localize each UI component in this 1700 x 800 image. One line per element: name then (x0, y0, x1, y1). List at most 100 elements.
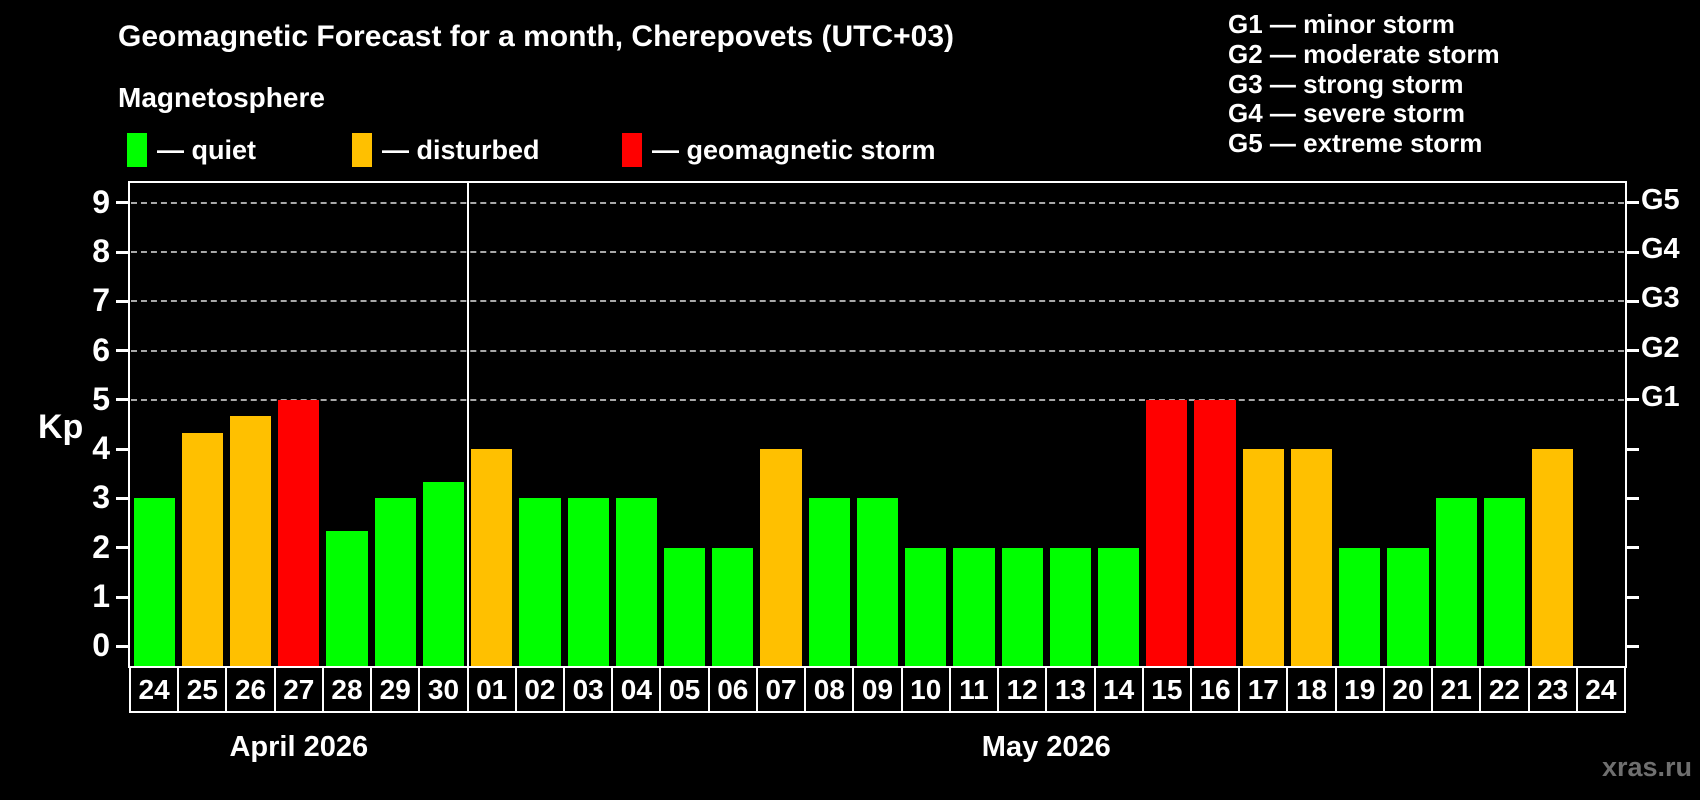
kp-bar (326, 531, 368, 666)
kp-bar (422, 482, 465, 666)
month-separator-line (466, 183, 469, 666)
day-label-box: 13 (1045, 666, 1096, 713)
day-label: 19 (1344, 674, 1376, 705)
y-axis-tick-left (116, 496, 130, 500)
quiet-color-swatch (127, 133, 147, 167)
y-axis-tick-right (1625, 398, 1639, 402)
day-label-box: 06 (707, 666, 758, 713)
day-label-box: 12 (997, 666, 1048, 713)
kp-bar (567, 498, 609, 666)
kp-bar (663, 547, 706, 666)
storm-color-swatch (622, 133, 642, 167)
y-tick-label: 4 (92, 430, 110, 467)
y-axis-tick-left (116, 299, 130, 303)
kp-bar (229, 416, 272, 666)
kp-gridline (131, 300, 1624, 303)
day-label-box: 23 (1527, 666, 1578, 713)
y-tick-label: 1 (92, 578, 110, 614)
day-label: 12 (1006, 674, 1038, 705)
kp-bar (1483, 498, 1526, 666)
kp-bar (1387, 547, 1429, 666)
day-label: 08 (813, 674, 845, 705)
y-tick-label: 7 (92, 282, 110, 319)
y-axis-tick-right (1625, 447, 1639, 451)
day-label: 07 (765, 674, 797, 705)
site-watermark: xras.ru (1601, 752, 1692, 782)
kp-bar (1339, 547, 1381, 666)
day-label-box: 28 (321, 666, 373, 713)
y-axis-tick-left (116, 201, 130, 205)
day-label-box: 14 (1093, 666, 1144, 713)
g-legend-line: G1 — minor storm (1228, 9, 1455, 39)
day-label-box: 16 (1189, 666, 1241, 713)
y-axis-tick-right (1625, 595, 1639, 599)
kp-bar (905, 547, 947, 666)
day-label-box: 03 (563, 666, 614, 713)
day-label-box: 17 (1238, 666, 1289, 713)
y-axis-tick-right (1625, 250, 1639, 254)
day-label: 15 (1151, 674, 1183, 705)
y-tick-label: 3 (92, 479, 110, 516)
day-label: 03 (572, 674, 604, 705)
day-label-box: 30 (418, 666, 469, 713)
y-tick-label: 9 (92, 183, 110, 220)
day-label: 14 (1103, 674, 1135, 705)
y-tick-label: 5 (92, 380, 110, 417)
kp-bar (953, 547, 995, 666)
day-label-box: 05 (659, 666, 710, 713)
day-label: 05 (669, 674, 701, 705)
day-label: 01 (476, 674, 508, 705)
day-label: 26 (234, 674, 267, 705)
y-axis-tick-right (1625, 349, 1639, 353)
kp-bar (1435, 498, 1477, 666)
g-scale-tick-label: G1 (1641, 380, 1680, 413)
kp-bar (856, 498, 899, 666)
day-label-box: 18 (1286, 666, 1337, 713)
y-axis-title: Kp (38, 408, 84, 446)
kp-bar (471, 449, 513, 666)
kp-bar (374, 498, 416, 666)
g-legend-line: G3 — strong storm (1228, 68, 1464, 99)
day-label-box: 26 (225, 666, 276, 713)
kp-bar (1146, 399, 1188, 666)
kp-bar (1098, 547, 1140, 666)
day-label-box: 24 (129, 666, 180, 713)
kp-bar (808, 498, 850, 666)
day-label: 28 (331, 674, 363, 705)
day-label-box: 10 (900, 666, 951, 713)
kp-bar (278, 399, 320, 666)
kp-gridline (131, 251, 1624, 253)
kp-bar (1532, 449, 1574, 666)
day-label-box: 29 (370, 666, 421, 713)
day-label-box: 07 (755, 666, 807, 713)
day-label-box: 11 (948, 666, 1000, 713)
kp-gridline (131, 349, 1624, 352)
day-label: 25 (186, 674, 218, 705)
y-axis-tick-left (116, 644, 130, 648)
day-label-box: 22 (1479, 666, 1530, 713)
day-label-box: 19 (1334, 666, 1385, 713)
day-label: 17 (1247, 674, 1279, 705)
kp-bar (615, 498, 657, 666)
g-legend-line: G5 — extreme storm (1228, 128, 1483, 159)
kp-bar (1290, 449, 1333, 666)
y-axis-tick-right (1625, 546, 1639, 550)
y-axis-tick-left (116, 398, 130, 402)
day-label-box: 21 (1431, 666, 1482, 713)
kp-bar (712, 547, 754, 666)
day-label-box: 15 (1141, 666, 1192, 713)
y-axis-tick-left (116, 546, 130, 550)
day-label-box: 27 (273, 666, 324, 713)
kp-bar (133, 498, 175, 666)
y-axis-tick-left (116, 595, 130, 599)
day-label: 18 (1295, 674, 1328, 705)
g-scale-tick-label: G2 (1641, 331, 1680, 364)
day-label: 22 (1488, 674, 1520, 705)
day-label: 11 (959, 674, 989, 705)
day-label-box: 20 (1382, 666, 1434, 713)
day-label: 04 (620, 674, 652, 705)
kp-gridline (131, 201, 1624, 204)
g-scale-tick-label: G4 (1641, 233, 1680, 265)
